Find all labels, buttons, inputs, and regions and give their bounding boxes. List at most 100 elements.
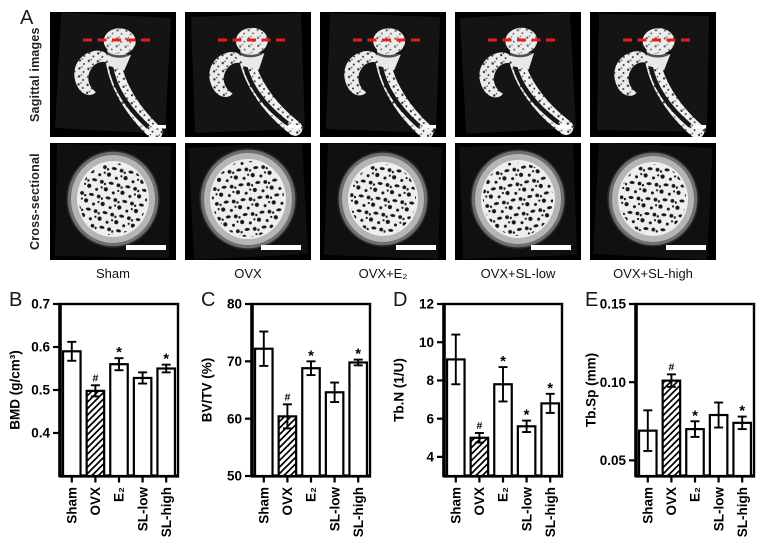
y-axis-label: BMD (g/cm³) xyxy=(8,350,23,430)
group-label-ovx: OVX xyxy=(234,266,262,281)
bone-sagittal xyxy=(479,27,574,136)
x-category-label-sl-high: SL-high xyxy=(159,487,174,537)
y-tick-label: 12 xyxy=(419,297,434,312)
y-tick-label: 0.05 xyxy=(600,453,627,468)
x-category-label-ovx: OVX xyxy=(280,487,295,516)
microct-image-grid: Sham OVX OVX+E₂ OVX+SL-low OVX+SL-high xyxy=(50,12,716,282)
bone-cross-section xyxy=(66,150,160,248)
significance-marker-e: * xyxy=(116,344,122,361)
y-tick-label: 0.15 xyxy=(600,297,627,312)
x-category-label-ovx: OVX xyxy=(88,487,103,516)
chart-d-plot: 4 6 8 10 12 Tb.N (1/U) Sham # OVX * E₂ * SL-low * SL-h… xyxy=(392,297,564,537)
bar-ovx xyxy=(85,389,106,478)
cross-section-image-ovx-sl-low xyxy=(455,143,581,260)
sagittal-image-ovx-sl-low xyxy=(455,12,581,137)
y-tick-label: 0.10 xyxy=(600,375,626,390)
cross-section-cell-ovx-e xyxy=(320,143,446,260)
chart-b: B 0.4 0.5 0.6 0.7 BMD (g/cm³) Sham # OVX * E₂ SL-lo… xyxy=(0,288,192,540)
scale-bar xyxy=(666,245,706,250)
x-category-label-sl-low: SL-low xyxy=(519,487,534,532)
y-tick-label: 60 xyxy=(227,411,242,426)
x-category-label-sham: Sham xyxy=(257,487,272,524)
x-category-label-ovx: OVX xyxy=(664,487,679,516)
chart-e: E 0.05 0.10 0.15 Tb.Sp (mm) Sham # OVX * E₂ SL-low… xyxy=(576,288,768,540)
panel-d-letter: D xyxy=(393,289,408,311)
y-axis-label: Tb.Sp (mm) xyxy=(584,353,599,427)
x-category-label-sl-high: SL-high xyxy=(543,487,558,537)
scale-bar xyxy=(126,245,166,250)
cross-section-cell-ovx-sl-low xyxy=(455,143,581,260)
sagittal-cell-sham xyxy=(50,12,176,137)
y-tick-label: 0.5 xyxy=(31,383,50,398)
charts-row: B 0.4 0.5 0.6 0.7 BMD (g/cm³) Sham # OVX * E₂ SL-lo… xyxy=(0,288,768,540)
cross-section-cell-sham xyxy=(50,143,176,260)
x-category-label-sl-low: SL-low xyxy=(327,487,342,532)
cross-section-image-ovx-e xyxy=(320,143,446,260)
significance-marker-sl-high: * xyxy=(547,380,553,397)
bone-cross-section xyxy=(607,151,699,247)
row-label-cross-sectional: Cross-sectional xyxy=(28,153,42,250)
y-tick-label: 80 xyxy=(227,297,242,312)
cross-section-image-ovx xyxy=(185,143,311,260)
chart-e-plot: 0.05 0.10 0.15 Tb.Sp (mm) Sham # OVX * E₂ SL-low *… xyxy=(584,297,756,537)
y-tick-label: 0.4 xyxy=(31,426,50,441)
panel-b-letter: B xyxy=(9,289,23,311)
scale-bar xyxy=(396,245,436,250)
bone-cross-section xyxy=(470,149,566,249)
x-category-label-e: E₂ xyxy=(112,487,127,502)
significance-marker-e: * xyxy=(692,407,698,424)
cross-section-cell-ovx xyxy=(185,143,311,260)
group-label-ovx-e: OVX+E₂ xyxy=(358,266,408,281)
bone-cross-section xyxy=(199,148,297,250)
sagittal-cell-ovx-sl-low xyxy=(455,12,581,137)
y-tick-label: 0.7 xyxy=(31,297,50,312)
cross-section-image-sham xyxy=(50,143,176,260)
chart-b-plot: 0.4 0.5 0.6 0.7 BMD (g/cm³) Sham # OVX * E₂ SL-low… xyxy=(8,297,180,537)
significance-marker-e: * xyxy=(500,353,506,370)
sagittal-cell-ovx-e xyxy=(320,12,446,137)
row-label-sagittal-images: Sagittal images xyxy=(28,27,42,122)
sagittal-image-sham xyxy=(50,12,176,137)
sagittal-image-ovx-e xyxy=(320,12,446,137)
scale-bar xyxy=(693,125,706,129)
significance-marker-ovx: # xyxy=(284,391,290,403)
significance-marker-sl-high: * xyxy=(163,351,169,368)
y-tick-label: 10 xyxy=(419,335,434,350)
significance-marker-e: * xyxy=(308,347,314,364)
panel-c-letter: C xyxy=(201,289,216,311)
x-category-label-e: E₂ xyxy=(304,487,319,502)
scale-bar xyxy=(261,245,301,250)
significance-marker-sl-low: * xyxy=(524,407,530,424)
cross-section-cell-ovx-sl-high xyxy=(590,143,716,260)
x-category-label-e: E₂ xyxy=(496,487,511,502)
x-category-label-sham: Sham xyxy=(449,487,464,524)
panel-a-microct: A Sagittal images Cross-sectional xyxy=(20,7,716,282)
x-category-label-sl-low: SL-low xyxy=(711,487,726,532)
y-tick-label: 50 xyxy=(227,469,242,484)
x-category-label-sl-low: SL-low xyxy=(135,487,150,532)
group-label-ovx-sl-high: OVX+SL-high xyxy=(613,266,693,281)
y-tick-label: 4 xyxy=(426,450,434,465)
panel-a-letter: A xyxy=(20,7,34,29)
significance-marker-ovx: # xyxy=(92,372,98,384)
scale-bar xyxy=(153,125,166,129)
chart-c-plot: 50 60 70 80 BV/TV (%) Sham # OVX * E₂ SL-low * SL-hi… xyxy=(200,297,372,537)
group-label-sham: Sham xyxy=(96,266,130,281)
x-category-label-sl-high: SL-high xyxy=(735,487,750,537)
chart-d: D 4 6 8 10 12 Tb.N (1/U) Sham # OVX * E₂ * SL-low * SL-… xyxy=(384,288,576,540)
scale-bar xyxy=(288,125,301,129)
bar-ovx xyxy=(661,379,682,478)
scale-bar xyxy=(531,245,571,250)
significance-marker-sl-high: * xyxy=(739,403,745,420)
scale-bar xyxy=(423,125,436,129)
group-label-ovx-sl-low: OVX+SL-low xyxy=(480,266,556,281)
x-category-label-e: E₂ xyxy=(688,487,703,502)
bar-ovx xyxy=(469,436,490,478)
y-tick-label: 70 xyxy=(227,354,242,369)
bone-sagittal xyxy=(209,27,303,136)
sagittal-cell-ovx-sl-high xyxy=(590,12,716,137)
cross-section-image-ovx-sl-high xyxy=(590,143,716,260)
significance-marker-sl-high: * xyxy=(355,346,361,363)
y-axis-label: Tb.N (1/U) xyxy=(392,358,407,422)
significance-marker-ovx: # xyxy=(476,420,482,432)
